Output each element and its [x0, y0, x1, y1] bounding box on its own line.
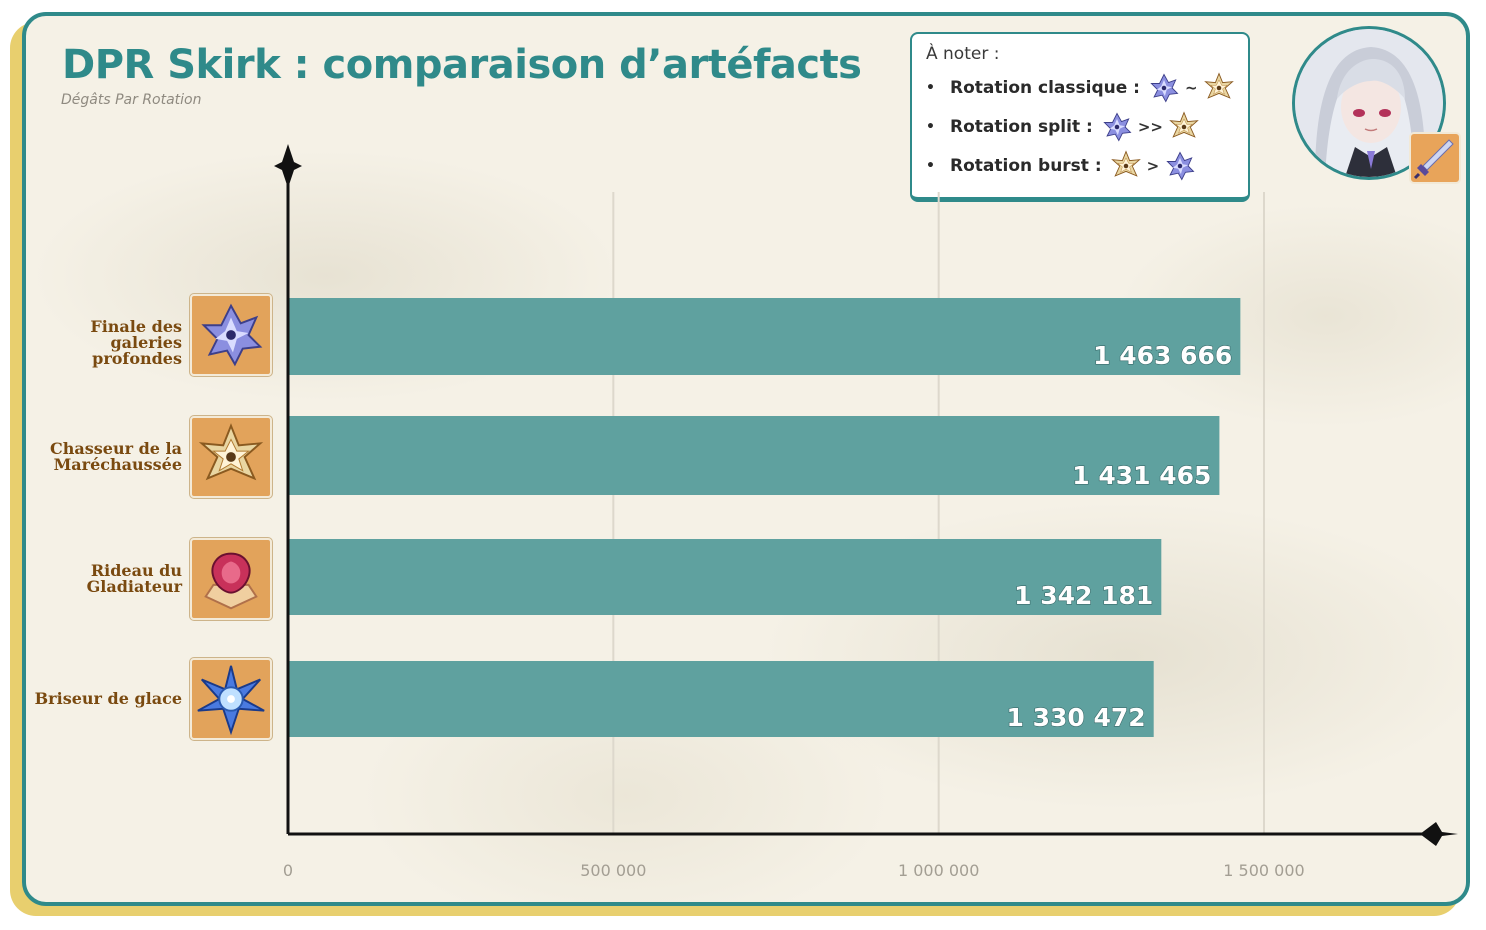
note-separator: >	[1146, 157, 1160, 175]
bar-value-label: 1 463 666	[1093, 341, 1232, 370]
note-row: • Rotation split : >>	[926, 109, 1202, 145]
note-heading: À noter :	[926, 44, 1000, 64]
bar-chart: 1 463 666 1 431 465 1 342 181 1 330 472 0 500…	[274, 144, 1458, 880]
bullet-icon: •	[926, 119, 935, 135]
note-rotation-label: Rotation split :	[950, 117, 1093, 137]
x-tick-label: 1 000 000	[898, 861, 979, 880]
bar	[288, 661, 1154, 737]
x-tick-label: 1 500 000	[1223, 861, 1304, 880]
chasseur-de-la-marechaussee-icon	[1201, 70, 1237, 106]
finale-des-galeries-profondes-icon	[1162, 148, 1198, 184]
bar	[288, 416, 1220, 495]
y-axis-star-icon	[274, 144, 302, 188]
briseur-de-glace-icon	[190, 658, 272, 740]
chasseur-de-la-marechaussee-icon	[1108, 148, 1144, 184]
note-separator: ~	[1184, 79, 1198, 97]
chart-subtitle: Dégâts Par Rotation	[61, 92, 202, 108]
note-separator: >>	[1137, 118, 1163, 136]
finale-des-galeries-profondes-icon	[1146, 70, 1182, 106]
finale-des-galeries-profondes-icon	[190, 294, 272, 376]
category-label-line: Maréchaussée	[53, 455, 182, 474]
bar-value-label: 1 342 181	[1014, 581, 1153, 610]
bullet-icon: •	[926, 158, 935, 174]
chasseur-de-la-marechaussee-icon	[190, 416, 272, 498]
category-label-line: Chasseur de la	[50, 439, 182, 458]
category-label-line: Gladiateur	[86, 577, 182, 596]
category-label: Rideau du Gladiateur	[32, 563, 182, 595]
category-label-line: Briseur de glace	[34, 689, 182, 708]
note-row: • Rotation classique : ~	[926, 70, 1237, 106]
note-row: • Rotation burst : >	[926, 148, 1198, 184]
x-axis-star-icon	[1420, 822, 1458, 846]
bar-value-label: 1 431 465	[1072, 461, 1211, 490]
category-label-line: Finale des galeries	[90, 317, 182, 352]
category-label: Briseur de glace	[32, 691, 182, 707]
infographic-card: DPR Skirk : comparaison d’artéfacts Dégâ…	[22, 12, 1470, 906]
note-rotation-label: Rotation classique :	[950, 78, 1140, 98]
chasseur-de-la-marechaussee-icon	[1166, 109, 1202, 145]
chart-title: DPR Skirk : comparaison d’artéfacts	[62, 42, 862, 88]
x-tick-label: 500 000	[580, 861, 646, 880]
x-tick-label: 0	[283, 861, 293, 880]
category-label: Chasseur de la Maréchaussée	[32, 441, 182, 473]
bar	[288, 298, 1241, 375]
rideau-du-gladiateur-icon	[190, 538, 272, 620]
finale-des-galeries-profondes-icon	[1099, 109, 1135, 145]
category-label-line: profondes	[92, 349, 182, 368]
bar	[288, 539, 1162, 615]
note-box: À noter : • Rotation classique : ~ • Rotatio…	[910, 32, 1250, 202]
bar-value-label: 1 330 472	[1007, 703, 1146, 732]
bullet-icon: •	[926, 80, 935, 96]
note-rotation-label: Rotation burst :	[950, 156, 1102, 176]
category-label: Finale des galeries profondes	[32, 319, 182, 367]
category-label-line: Rideau du	[90, 561, 182, 580]
sword-weapon-icon	[1409, 132, 1461, 184]
